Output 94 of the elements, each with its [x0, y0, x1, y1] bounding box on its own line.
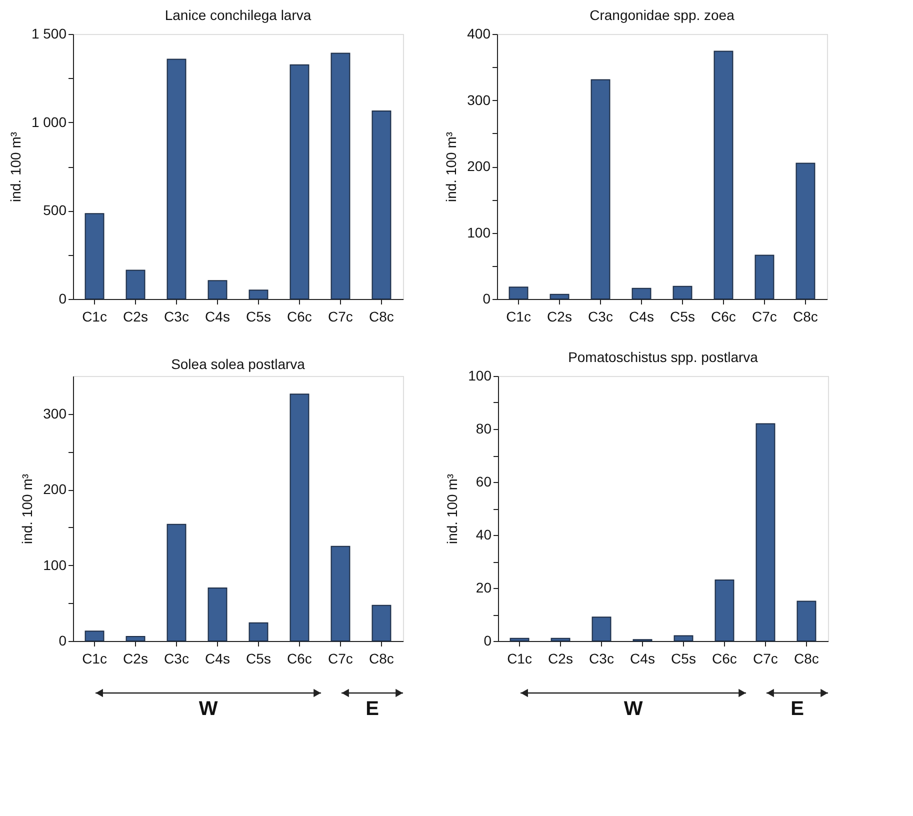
y-tick-label: 300: [467, 92, 491, 108]
x-tick-label: C3c: [588, 308, 613, 324]
bar: [84, 213, 104, 300]
x-tick-label: C5s: [246, 308, 271, 324]
chart-title: Lanice conchilega larva: [164, 7, 312, 23]
y-tick-label: 0: [482, 290, 491, 306]
x-tick-label: C1c: [82, 308, 107, 324]
x-tick-label: C8c: [369, 308, 394, 324]
x-tick-label: C1c: [82, 650, 107, 666]
x-tick-label: C2s: [547, 308, 572, 324]
bar: [796, 162, 816, 300]
x-tick-label: C1c: [507, 650, 532, 666]
y-tick-label: 200: [467, 158, 491, 174]
bar: [510, 638, 530, 642]
bar: [330, 546, 350, 642]
bar: [208, 588, 228, 642]
text: W: [198, 698, 218, 720]
bar: [330, 52, 350, 300]
y-axis-title: ind. 100 m³: [443, 132, 460, 202]
x-tick-label: C2s: [123, 650, 148, 666]
bar: [550, 638, 570, 642]
y-tick-label: 20: [476, 580, 492, 596]
bar: [290, 394, 310, 642]
bar: [550, 294, 570, 300]
x-tick-label: C4s: [629, 308, 654, 324]
bar: [714, 50, 734, 300]
bar: [208, 280, 228, 300]
x-tick-label: C8c: [793, 308, 818, 324]
y-tick-label: 100: [468, 368, 492, 384]
bar: [756, 423, 776, 642]
bar: [508, 286, 528, 300]
chart-title: Crangonidae spp. zoea: [590, 7, 735, 23]
x-tick-label: C3c: [589, 650, 614, 666]
x-tick-label: C5s: [670, 308, 695, 324]
y-tick-label: 300: [43, 405, 67, 422]
x-tick-label: C7c: [752, 308, 777, 324]
x-tick-label: C6c: [712, 650, 737, 666]
bar: [714, 580, 734, 642]
text: E: [790, 698, 804, 720]
y-tick-label: 100: [43, 556, 67, 573]
x-tick-label: C6c: [287, 650, 312, 666]
bar: [590, 79, 610, 300]
bar: [372, 604, 392, 642]
x-tick-label: C8c: [794, 650, 819, 666]
bar: [754, 254, 774, 300]
chart-title: Solea solea postlarva: [171, 356, 306, 372]
bar: [632, 288, 652, 300]
x-tick-label: C1c: [506, 308, 531, 324]
y-tick-label: 200: [43, 481, 67, 498]
bar: [126, 636, 146, 642]
x-tick-label: C7c: [328, 650, 353, 666]
x-tick-label: C4s: [205, 650, 230, 666]
bar: [796, 600, 816, 642]
y-tick-label: 40: [476, 526, 492, 542]
x-tick-label: C4s: [630, 650, 655, 666]
y-tick-label: 1 000: [31, 114, 67, 130]
y-tick-label: 80: [476, 420, 492, 436]
x-tick-label: C2s: [548, 650, 573, 666]
bar: [592, 616, 612, 642]
x-tick-label: C3c: [164, 308, 189, 324]
bar: [166, 58, 186, 300]
x-tick-label: C7c: [328, 308, 353, 324]
x-tick-label: C5s: [246, 650, 271, 666]
y-tick-label: 500: [43, 202, 67, 218]
x-tick-label: C4s: [205, 308, 230, 324]
bar: [672, 286, 692, 300]
x-tick-label: C6c: [711, 308, 736, 324]
bar: [126, 270, 146, 300]
text: W: [624, 698, 643, 720]
y-tick-label: 1 500: [31, 26, 67, 42]
x-tick-label: C5s: [671, 650, 696, 666]
x-tick-label: C3c: [164, 650, 189, 666]
y-axis-title: ind. 100 m³: [7, 132, 24, 202]
y-tick-label: 400: [467, 26, 491, 42]
bar: [248, 290, 268, 300]
bar: [674, 635, 694, 642]
x-tick-label: C2s: [123, 308, 148, 324]
y-tick-label: 0: [484, 632, 492, 648]
text: E: [366, 698, 379, 720]
x-tick-label: C7c: [753, 650, 778, 666]
y-tick-label: 60: [476, 474, 492, 490]
bar: [166, 524, 186, 642]
y-tick-label: 0: [58, 632, 67, 648]
y-axis-title: ind. 100 m³: [444, 474, 460, 544]
y-tick-label: 100: [467, 224, 491, 240]
bar: [290, 64, 310, 300]
bar: [248, 622, 268, 642]
chart-title: Pomatoschistus spp. postlarva: [568, 349, 758, 365]
x-tick-label: C6c: [287, 308, 312, 324]
y-axis-title: ind. 100 m³: [19, 474, 36, 544]
bar: [84, 630, 104, 642]
x-tick-label: C8c: [369, 650, 394, 666]
bar: [372, 110, 392, 300]
y-tick-label: 0: [58, 290, 67, 306]
